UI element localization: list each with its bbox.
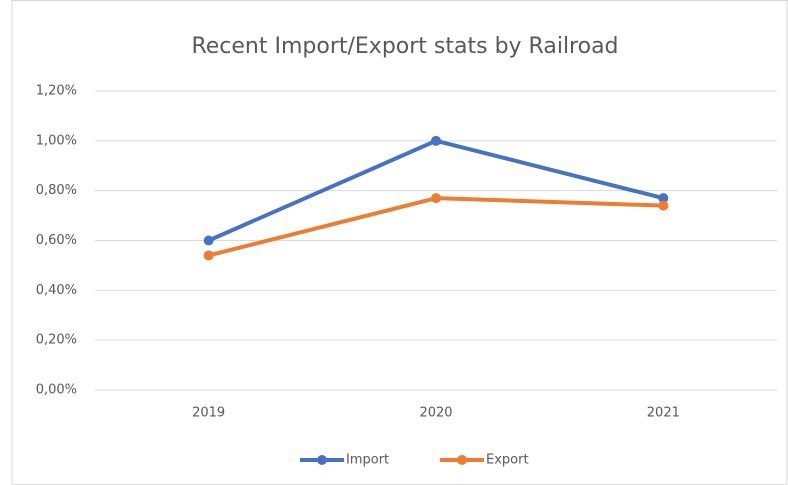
y-tick-label: 1,00%: [36, 133, 77, 148]
data-point: [431, 193, 441, 204]
data-point: [431, 135, 441, 146]
chart-title: Recent Import/Export stats by Railroad: [191, 34, 618, 59]
x-tick-label: 2021: [647, 406, 680, 421]
x-tick-label: 2020: [419, 406, 452, 421]
legend-marker: [457, 455, 467, 465]
y-tick-label: 0,40%: [36, 283, 77, 298]
y-tick-label: 0,20%: [36, 333, 77, 348]
legend-label: Import: [346, 453, 389, 468]
x-tick-label: 2019: [192, 406, 225, 421]
y-tick-label: 0,00%: [36, 383, 77, 398]
data-point: [658, 200, 669, 211]
data-point: [203, 250, 214, 261]
legend-label: Export: [486, 453, 529, 468]
y-tick-label: 1,20%: [36, 84, 77, 99]
data-point: [658, 193, 669, 204]
data-point: [203, 235, 214, 246]
y-tick-label: 0,60%: [36, 233, 77, 248]
legend-marker: [317, 455, 327, 465]
chart-border: [11, 0, 788, 485]
y-tick-label: 0,80%: [36, 183, 77, 198]
